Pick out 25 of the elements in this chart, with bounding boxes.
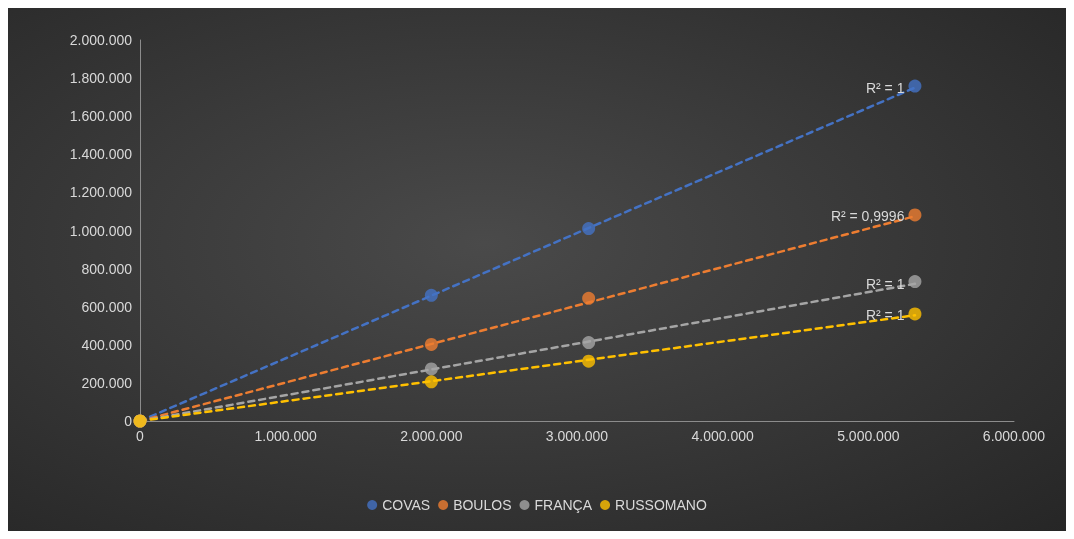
x-tick-label: 3.000.000: [545, 428, 609, 444]
x-tick-label: 5.000.000: [837, 428, 900, 444]
y-tick-label: 800.000: [81, 260, 133, 277]
legend-label: BOULOS: [453, 497, 512, 513]
x-tick-label: 0: [136, 428, 145, 444]
y-tick-label: 1.000.000: [69, 222, 133, 239]
legend-label: RUSSOMANO: [615, 497, 707, 513]
y-tick-label: 400.000: [81, 336, 133, 353]
x-tick-label: 2.000.000: [400, 428, 463, 444]
x-tick-label: 6.000.000: [982, 428, 1046, 444]
y-tick-label: 1.800.000: [69, 70, 133, 87]
y-tick-label: 200.000: [81, 374, 133, 391]
legend-label: COVAS: [382, 497, 431, 513]
y-tick-label: 1.400.000: [69, 146, 133, 163]
y-tick-label: 1.600.000: [69, 108, 133, 125]
x-tick-label: 4.000.000: [691, 428, 755, 444]
annotation: R² = 1: [865, 79, 905, 96]
y-tick-label: 600.000: [81, 298, 133, 315]
y-tick-label: 1.200.000: [69, 184, 133, 201]
x-tick-label: 1.000.000: [254, 428, 318, 444]
y-tick-label: 0: [124, 413, 133, 429]
y-tick-label: 2.000.000: [69, 32, 133, 48]
annotation: R² = 0,9996: [830, 208, 905, 225]
legend-label: FRANÇA: [534, 497, 593, 513]
annotation: R² = 1: [865, 307, 905, 324]
